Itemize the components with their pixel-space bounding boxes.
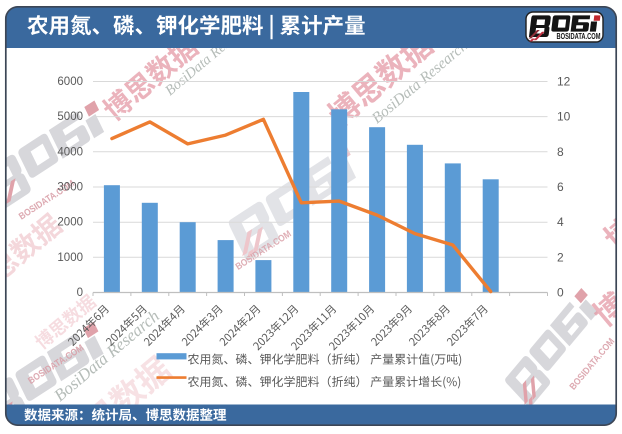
svg-text:8: 8 [557,145,564,159]
svg-text:6: 6 [557,180,564,194]
svg-text:0: 0 [557,286,564,300]
svg-text:BOSIDATA.COM: BOSIDATA.COM [557,32,601,41]
svg-text:2000: 2000 [57,217,83,229]
svg-text:12: 12 [557,75,571,89]
svg-text:4000: 4000 [57,146,83,158]
svg-text:10: 10 [557,110,571,124]
svg-text:0: 0 [77,287,83,299]
svg-text:5000: 5000 [57,111,83,123]
svg-text:6000: 6000 [57,76,83,88]
svg-text:3000: 3000 [57,182,83,194]
svg-text:4: 4 [557,215,564,229]
svg-text:2: 2 [557,250,564,264]
svg-text:1000: 1000 [57,252,83,264]
